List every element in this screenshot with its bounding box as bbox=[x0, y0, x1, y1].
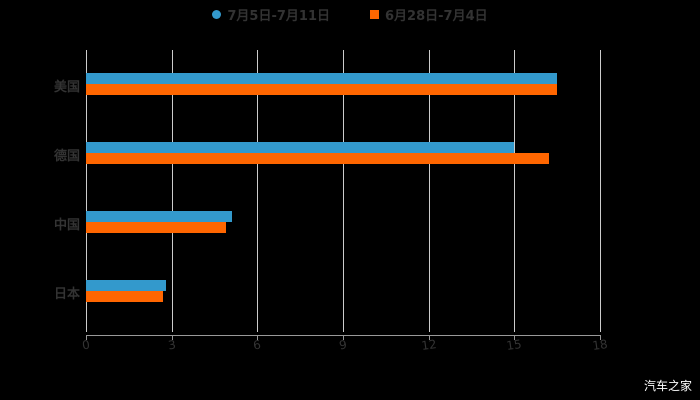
x-tick-label: 18 bbox=[591, 337, 609, 353]
x-tick bbox=[343, 335, 344, 340]
category-label: 美国 bbox=[53, 80, 80, 95]
legend-label: 7月5日-7月11日 bbox=[227, 8, 330, 24]
bar-series-1[interactable] bbox=[86, 73, 558, 84]
bar-series-1[interactable] bbox=[86, 142, 515, 153]
bar-series-2[interactable] bbox=[86, 291, 164, 302]
x-tick-label: 0 bbox=[81, 337, 91, 353]
x-tick-label: 9 bbox=[338, 337, 348, 353]
watermark: 汽车之家 bbox=[643, 379, 692, 393]
x-tick bbox=[600, 335, 601, 340]
x-tick bbox=[428, 335, 430, 340]
category-label: 中国 bbox=[53, 218, 80, 233]
x-tick bbox=[171, 335, 173, 340]
gridline bbox=[257, 50, 259, 332]
x-tick-label: 12 bbox=[420, 337, 438, 353]
gridline bbox=[600, 50, 601, 332]
category-label: 德国 bbox=[53, 149, 80, 164]
legend-label: 6月28日-7月4日 bbox=[385, 8, 488, 24]
gridline bbox=[171, 50, 173, 332]
x-tick-label: 15 bbox=[505, 337, 523, 353]
bar-series-2[interactable] bbox=[86, 84, 558, 95]
legend-swatch-blue-icon bbox=[212, 9, 222, 19]
legend-swatch-orange-icon bbox=[370, 9, 379, 19]
gridline bbox=[343, 50, 344, 332]
x-tick bbox=[86, 335, 87, 340]
legend-item-series-1[interactable]: 7月5日-7月11日 bbox=[212, 4, 330, 24]
gridline bbox=[428, 50, 430, 332]
x-tick-label: 6 bbox=[252, 337, 263, 353]
bar-series-1[interactable] bbox=[86, 211, 232, 222]
legend-item-series-2[interactable]: 6月28日-7月4日 bbox=[370, 4, 488, 24]
bar-series-2[interactable] bbox=[86, 222, 226, 233]
bar-series-2[interactable] bbox=[86, 153, 549, 164]
gridline bbox=[86, 50, 87, 332]
category-label: 日本 bbox=[53, 287, 80, 302]
chart-legend: 7月5日-7月11日 6月28日-7月4日 bbox=[0, 4, 700, 24]
gridline bbox=[514, 50, 516, 332]
x-tick bbox=[257, 335, 259, 340]
bar-series-1[interactable] bbox=[86, 280, 166, 291]
x-tick-label: 3 bbox=[166, 337, 177, 353]
x-tick bbox=[514, 335, 516, 340]
